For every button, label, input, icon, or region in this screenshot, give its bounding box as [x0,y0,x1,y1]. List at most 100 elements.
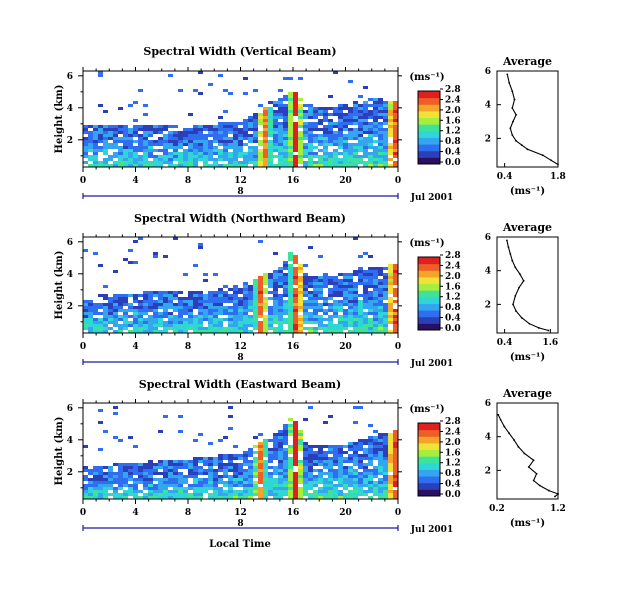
heatmap-cell [173,152,178,155]
heatmap-cell [173,321,178,324]
heatmap-cell [188,158,193,161]
heatmap-cell [303,321,308,324]
heatmap-cell [258,460,263,463]
heatmap-cell [343,125,348,128]
heatmap-cell [263,330,268,333]
heatmap-cell [333,291,338,294]
heatmap-cell [163,140,168,143]
heatmap-cell [258,300,263,303]
heatmap-cell [363,318,368,321]
heatmap-cell [388,306,393,309]
heatmap-cell [253,149,258,152]
heatmap-cell [193,478,198,481]
heatmap-cell [298,161,303,164]
heatmap-cell [273,451,278,454]
heatmap-cell [368,291,373,294]
heatmap-cell [168,469,173,472]
heatmap-cell [198,490,203,493]
heatmap-cell [288,303,293,306]
heatmap-cell [338,321,343,324]
heatmap-cell [393,276,398,279]
heatmap-cell [323,490,328,493]
heatmap-cell [93,321,98,324]
heatmap-cell [373,457,378,460]
heatmap-cell [118,472,123,475]
heatmap-cell [218,128,223,131]
heatmap-cell [173,469,178,472]
heatmap-cell [363,146,368,149]
heatmap-cell [383,481,388,484]
heatmap-cell [208,460,213,463]
heatmap-cell [223,469,228,472]
heatmap-cell [323,131,328,134]
heatmap-cell [213,475,218,478]
heatmap-cell [273,472,278,475]
heatmap-cell [278,484,283,487]
heatmap-cell [343,300,348,303]
heatmap-cell [333,285,338,288]
colorbar-segment [418,157,440,165]
heatmap-cell [198,297,203,300]
heatmap-cell [288,294,293,297]
heatmap-cell [173,315,178,318]
heatmap-cell [353,270,358,273]
colorbar: 0.00.40.81.21.62.02.42.8 [417,85,461,168]
heatmap-cell [213,152,218,155]
heatmap-cell [168,297,173,300]
heatmap-cell [128,128,133,131]
heatmap-cell [278,276,283,279]
heatmap-cell [353,119,358,122]
heatmap-cell [143,125,148,128]
heatmap-cell [293,149,298,152]
panel-vertical: Spectral Width (Vertical Beam) [143,45,336,58]
heatmap-cell [363,463,368,466]
heatmap-cell [228,92,233,95]
heatmap-cell [373,270,378,273]
heatmap-cell [328,288,333,291]
heatmap-cell [308,158,313,161]
heatmap-cell [388,152,393,155]
heatmap-cell [258,451,263,454]
heatmap-cell [123,475,128,478]
heatmap-cell [288,270,293,273]
heatmap-cell [283,113,288,116]
heatmap-cell [273,448,278,451]
heatmap-cell [268,466,273,469]
heatmap-cell [213,146,218,149]
heatmap-cell [238,149,243,152]
heatmap-cell [313,315,318,318]
heatmap-cell [278,273,283,276]
heatmap-cell [228,487,233,490]
colorbar-segment [418,436,440,444]
heatmap-cell [333,279,338,282]
heatmap-cell [183,496,188,499]
heatmap-cell [273,303,278,306]
heatmap-cell [323,149,328,152]
heatmap-cell [298,448,303,451]
colorbar-tick-label: 0.4 [445,480,461,490]
heatmap-cell [378,487,383,490]
heatmap-cell [303,288,308,291]
heatmap-cell [388,436,393,439]
heatmap-cell [368,276,373,279]
heatmap-cell [163,460,168,463]
heatmap-cell [263,448,268,451]
heatmap-cell [273,445,278,448]
heatmap-cell [363,330,368,333]
heatmap-cell [88,143,93,146]
heatmap-cell [288,143,293,146]
heatmap-cell [358,119,363,122]
heatmap-cell [123,137,128,140]
heatmap-cell [348,285,353,288]
heatmap-cell [343,469,348,472]
heatmap-cell [393,122,398,125]
heatmap-cell [303,454,308,457]
heatmap-cell [178,478,183,481]
heatmap-cell [383,104,388,107]
heatmap-cell [253,137,258,140]
heatmap-cell [218,303,223,306]
heatmap-cell [113,306,118,309]
heatmap-cell [363,321,368,324]
heatmap-cell [368,303,373,306]
heatmap-cell [373,152,378,155]
